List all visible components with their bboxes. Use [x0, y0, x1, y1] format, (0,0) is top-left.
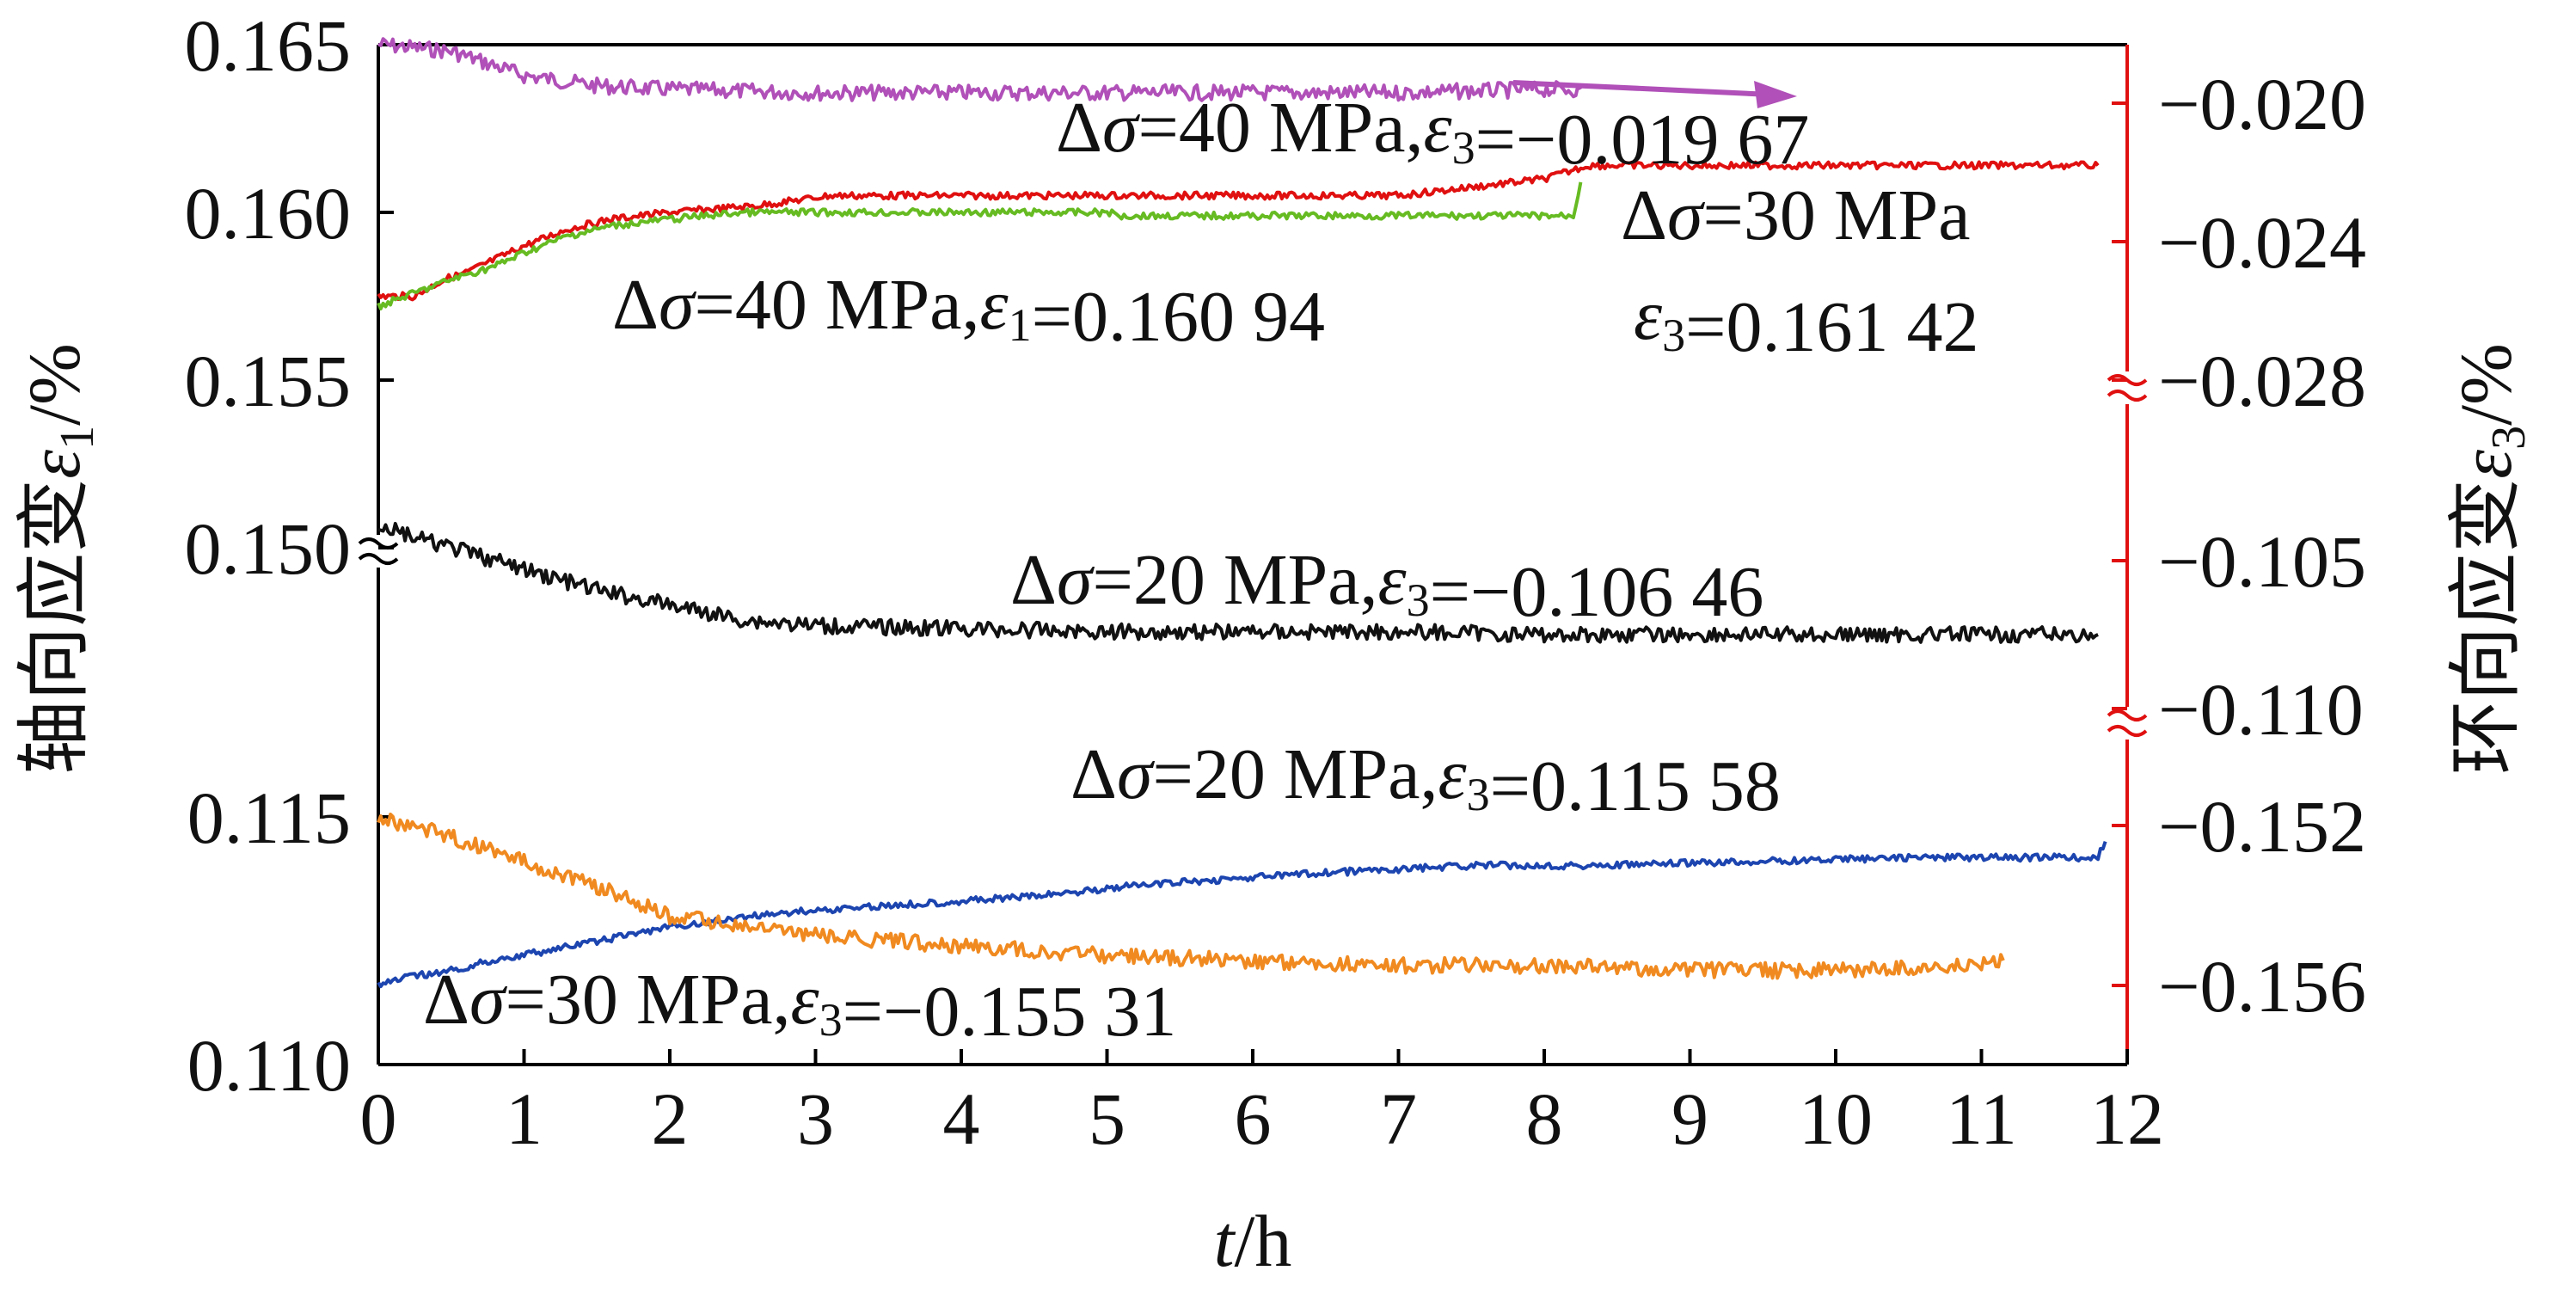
x-tick-label: 10	[1799, 1077, 1873, 1160]
y-right-tick-label: −0.020	[2158, 63, 2366, 145]
series-layer	[377, 37, 2107, 989]
ann-20-e3-pos: Δσ=20 MPa,ε3=0.115 58	[1070, 734, 1781, 826]
series-line	[377, 160, 2100, 302]
x-tick-label: 11	[1946, 1077, 2017, 1160]
y-left-tick-label: 0.115	[187, 776, 351, 859]
ann-20-e3-neg: Δσ=20 MPa,ε3=−0.106 46	[1010, 540, 1763, 632]
ann-30-e3-val: ε3=0.161 42	[1634, 275, 1978, 367]
x-tick-label: 12	[2090, 1077, 2164, 1160]
series-line	[377, 813, 2005, 980]
series-line	[377, 521, 2099, 644]
y-right-axis-break-2	[2107, 709, 2148, 737]
ann-30-e3-top: Δσ=30 MPa	[1621, 175, 1971, 255]
y-right-tick-label: −0.152	[2158, 785, 2366, 868]
series-line	[377, 840, 2107, 989]
y-right-tick-label: −0.024	[2158, 201, 2366, 284]
series-line	[377, 181, 1583, 310]
x-tick-label: 2	[652, 1077, 689, 1160]
ann-40-e3: Δσ=40 MPa,ε3=−0.019 67	[1056, 88, 1809, 180]
x-tick-label: 4	[943, 1077, 980, 1160]
x-tick-label: 9	[1671, 1077, 1708, 1160]
x-tick-label: 6	[1235, 1077, 1272, 1160]
y-left-axis-break	[358, 537, 399, 565]
x-tick-label: 7	[1380, 1077, 1417, 1160]
y-right-tick-label: −0.028	[2158, 340, 2366, 422]
y-left-axis-title: 轴向应变ε1/%	[13, 343, 104, 774]
y-left-tick-label: 0.110	[187, 1024, 351, 1107]
y-left-ticks: 0.165 0.160 0.155 0.150 0.115 0.110	[185, 4, 394, 1107]
y-right-tick-label: −0.110	[2158, 668, 2364, 751]
x-axis-title: t/h	[1214, 1200, 1292, 1282]
x-tick-label: 1	[506, 1077, 543, 1160]
y-right-ticks: −0.020 −0.024 −0.028 −0.105 −0.110 −0.152 −0.1…	[2112, 63, 2366, 1028]
x-tick-label: 5	[1089, 1077, 1125, 1160]
y-right-axis-title: 环向应变ε3/%	[2444, 343, 2536, 774]
y-right-tick-label: −0.156	[2158, 945, 2366, 1028]
x-tick-label: 0	[360, 1077, 397, 1160]
y-right-tick-label: −0.105	[2158, 520, 2366, 603]
x-tick-label: 8	[1526, 1077, 1563, 1160]
y-left-tick-label: 0.155	[185, 340, 352, 422]
annotation-arrow	[1512, 80, 1797, 108]
series-line	[377, 37, 1583, 102]
y-left-tick-label: 0.165	[185, 4, 352, 87]
y-left-tick-label: 0.150	[185, 507, 352, 590]
x-ticks: 0 1 2 3 4 5 6 7 8 9 10 11 12	[360, 1049, 2164, 1160]
ann-40-e1: Δσ=40 MPa,ε1=0.160 94	[612, 265, 1325, 357]
x-tick-label: 3	[797, 1077, 834, 1160]
y-left-tick-label: 0.160	[185, 172, 352, 255]
ann-30-e3-bottom: Δσ=30 MPa,ε3=−0.155 31	[423, 960, 1176, 1052]
